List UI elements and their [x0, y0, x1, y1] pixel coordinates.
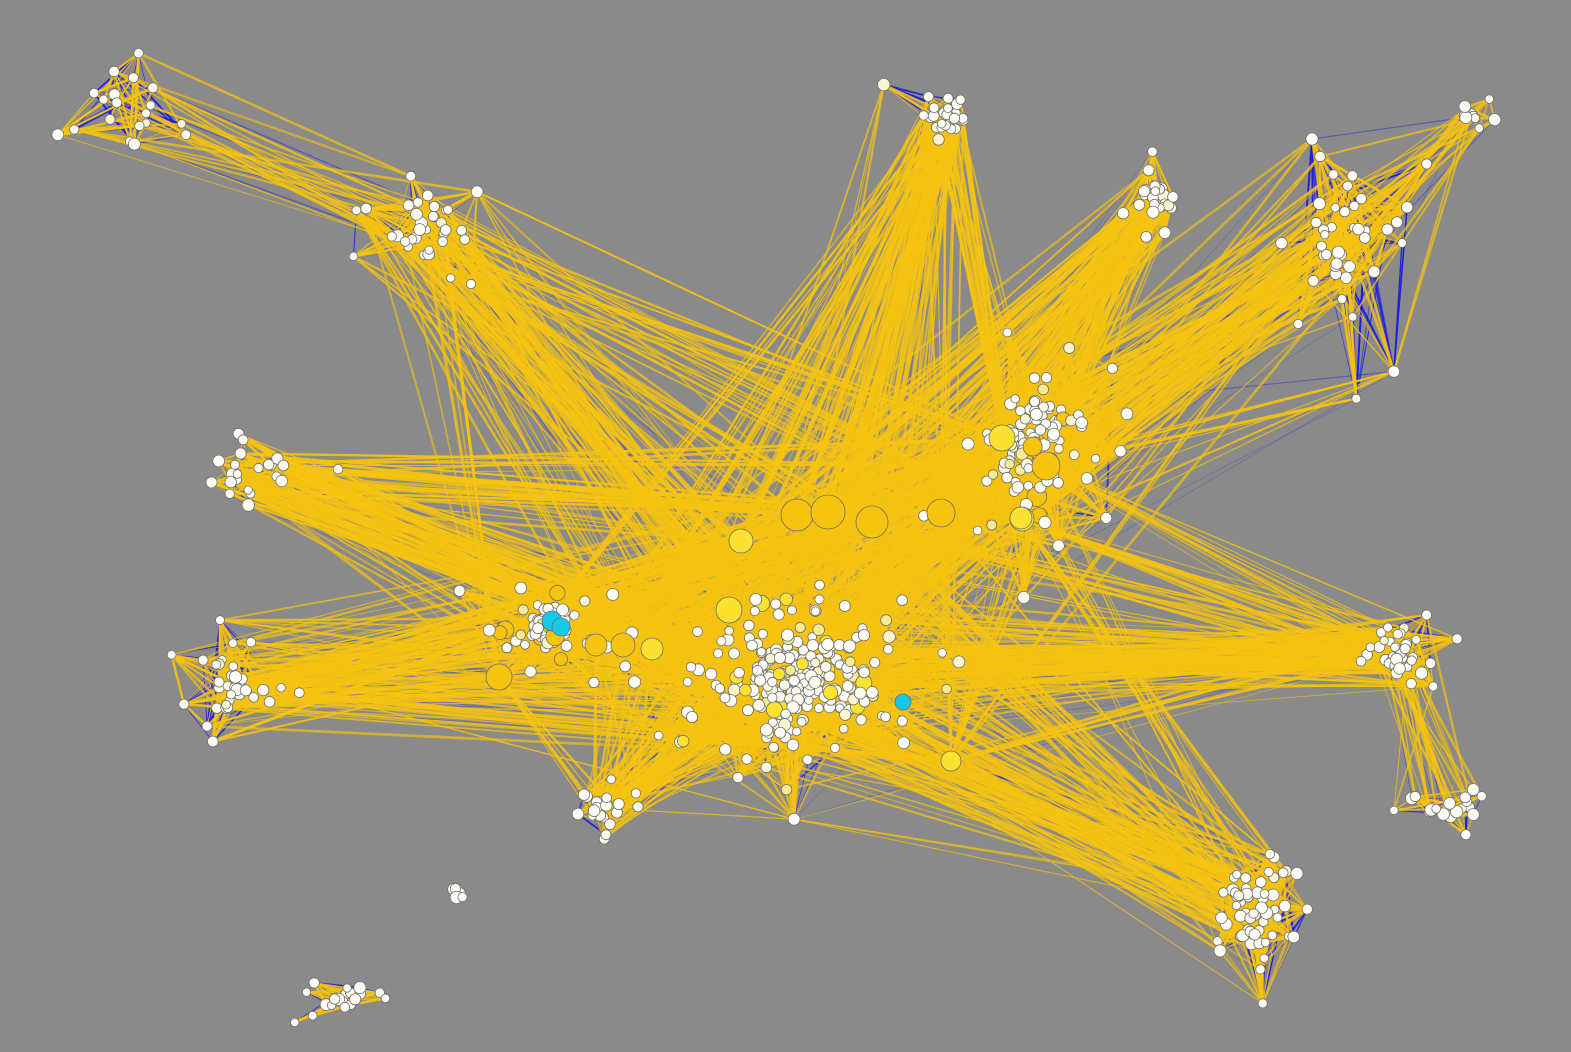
graph-edge-blue — [1393, 207, 1408, 372]
graph-edge-gold — [1312, 280, 1395, 373]
graph-edge-gold — [202, 659, 218, 709]
graph-edge-blue — [1401, 115, 1465, 244]
graph-edge-gold — [57, 92, 95, 136]
graph-edge-gold — [170, 654, 186, 705]
graph-edge-blue — [1396, 119, 1496, 223]
graph-edge-blue — [183, 703, 214, 742]
graph-edge-gold — [1318, 156, 1322, 204]
graph-edge-gold — [1478, 98, 1491, 129]
graph-edge-blue — [206, 620, 221, 727]
graph-edge-blue — [152, 87, 419, 204]
graph-edge-blue — [1311, 115, 1474, 140]
graph-edge-gold — [366, 204, 409, 210]
